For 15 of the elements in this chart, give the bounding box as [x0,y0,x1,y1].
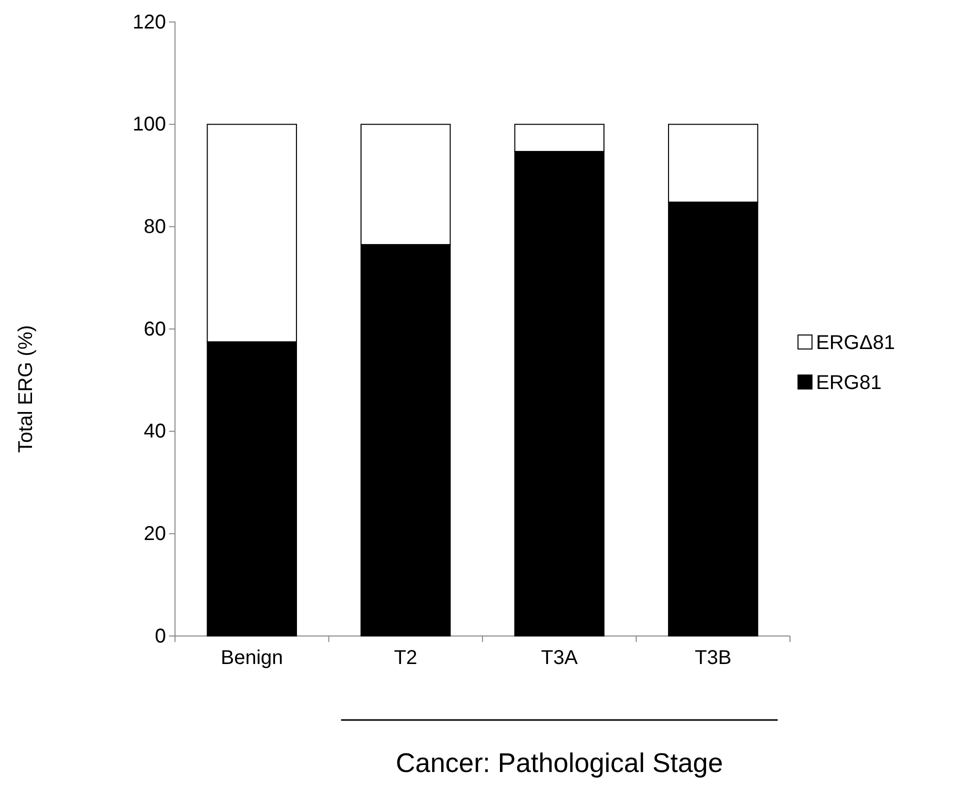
x-tick-label: T3B [694,647,732,670]
y-tick-label: 20 [144,523,166,546]
x-tick-label: T3A [541,647,578,670]
x-tick-label: T2 [394,647,418,670]
y-axis-title: Total ERG (%) [15,325,37,453]
y-tick-label: 120 [132,11,166,34]
y-tick-label: 100 [132,114,166,136]
legend-label: ERGΔ81 [816,332,895,354]
x-tick-label: Benign [220,647,284,670]
legend-label: ERG81 [816,372,882,394]
y-tick-label: 40 [144,420,166,443]
y-tick-label: 0 [154,625,166,648]
x-axis-title: Cancer: Pathological Stage [396,748,723,778]
y-tick-label: 80 [144,216,166,238]
y-tick-label: 60 [144,318,166,340]
